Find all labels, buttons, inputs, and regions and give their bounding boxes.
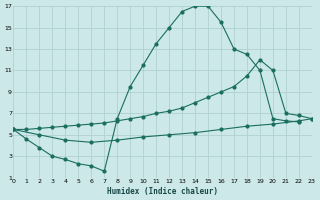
X-axis label: Humidex (Indice chaleur): Humidex (Indice chaleur) <box>107 187 218 196</box>
